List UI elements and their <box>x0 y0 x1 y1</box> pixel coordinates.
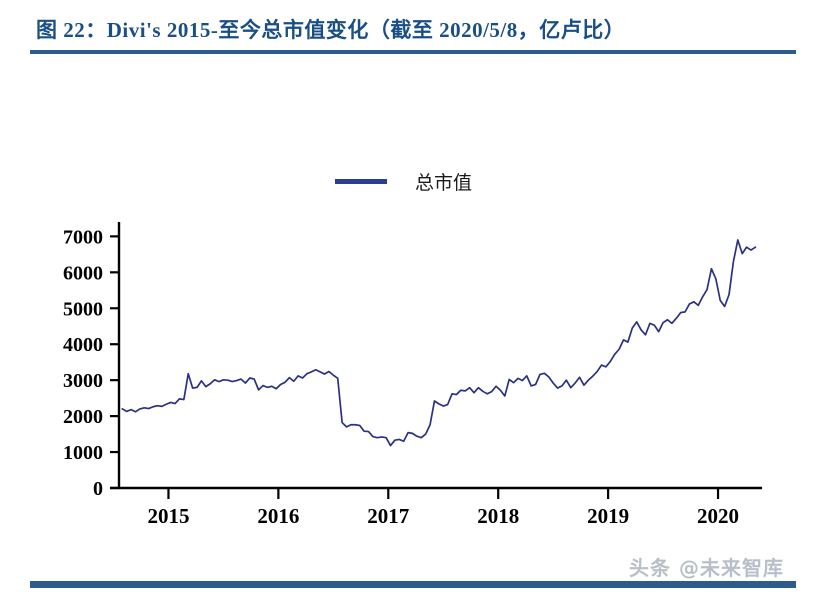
x-tick-label: 2017 <box>367 504 409 528</box>
chart-legend: 总市值 <box>335 168 472 195</box>
y-tick-label: 2000 <box>63 406 103 428</box>
x-axis-tick-marks <box>167 488 720 499</box>
footer-divider <box>30 581 796 588</box>
y-tick-label: 1000 <box>63 442 103 464</box>
title-divider <box>30 50 796 54</box>
x-axis-tick-labels: 2015 2016 2017 2018 2019 2020 <box>147 504 739 528</box>
x-tick-label: 2016 <box>257 504 299 528</box>
legend-label-total-market-value: 总市值 <box>415 172 473 194</box>
series-line-total-market-value <box>121 239 757 447</box>
x-tick-label: 2015 <box>147 504 189 528</box>
y-axis-tick-labels: 0 1000 2000 3000 4000 5000 6000 7000 <box>63 226 103 500</box>
watermark: 头条 @未来智库 <box>629 556 784 580</box>
y-tick-label: 3000 <box>63 370 103 392</box>
y-axis-tick-marks <box>110 235 119 490</box>
x-tick-label: 2019 <box>587 504 629 528</box>
x-tick-label: 2018 <box>477 504 519 528</box>
y-tick-label: 7000 <box>63 226 103 248</box>
page-title: 图 22：Divi's 2015-至今总市值变化（截至 2020/5/8，亿卢比… <box>36 18 626 42</box>
y-tick-label: 6000 <box>63 262 103 284</box>
x-tick-label: 2020 <box>697 504 739 528</box>
y-tick-label: 4000 <box>63 334 103 356</box>
legend-line-swatch <box>335 179 387 184</box>
y-tick-label: 0 <box>93 478 103 500</box>
y-tick-label: 5000 <box>63 298 103 320</box>
